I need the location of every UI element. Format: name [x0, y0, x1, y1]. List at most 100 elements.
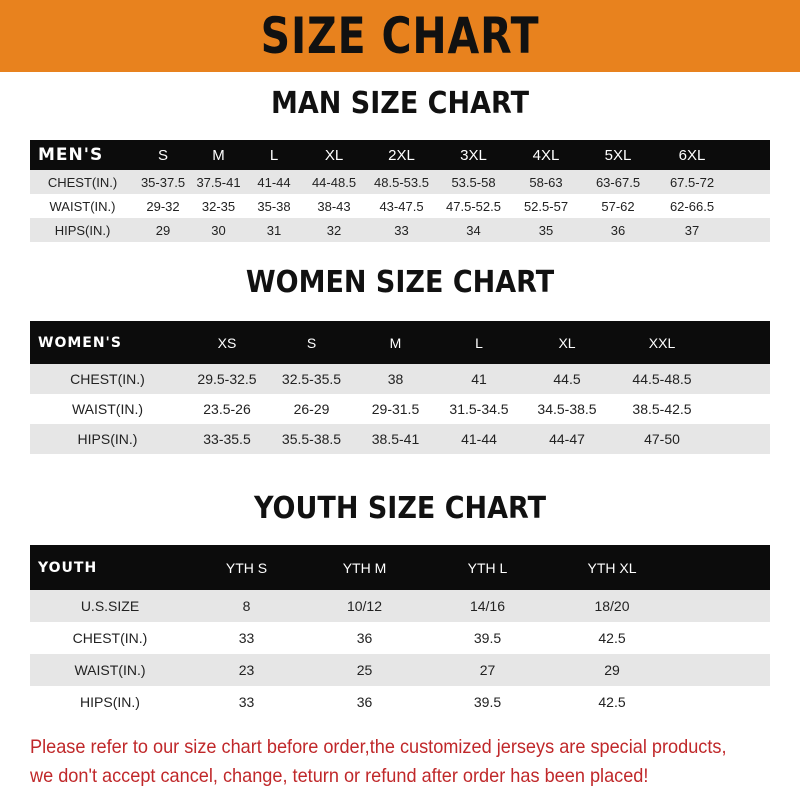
measurement-cell: 43-47.5 [366, 194, 437, 218]
measurement-cell: 48.5-53.5 [366, 170, 437, 194]
size-header: 5XL [582, 140, 654, 170]
size-header: YTH M [303, 545, 426, 590]
measurement-cell: 67.5-72 [654, 170, 730, 194]
measurement-cell: 37 [654, 218, 730, 242]
table-row: CHEST(IN.) 35-37.5 37.5-41 41-44 44-48.5 48.5… [30, 170, 770, 194]
measurement-cell: 32.5-35.5 [269, 364, 354, 394]
measurement-cell: 42.5 [549, 686, 675, 718]
empty-cell [711, 424, 770, 454]
measurement-cell: 32 [302, 218, 366, 242]
size-header: S [269, 321, 354, 364]
measurement-cell: 44.5 [521, 364, 613, 394]
measurement-cell: 35 [510, 218, 582, 242]
size-header: YTH S [190, 545, 303, 590]
measurement-cell: 36 [303, 686, 426, 718]
table-header-label: YOUTH [30, 545, 190, 590]
size-header: YTH L [426, 545, 549, 590]
measurement-cell: 34.5-38.5 [521, 394, 613, 424]
measurement-cell: 41-44 [246, 170, 302, 194]
men-size-table: MEN'S S M L XL 2XL 3XL 4XL 5XL 6XL CHEST(IN.) 35-37… [30, 140, 770, 242]
measurement-cell: 32-35 [191, 194, 246, 218]
measurement-cell: 44-47 [521, 424, 613, 454]
measurement-cell: 57-62 [582, 194, 654, 218]
table-row: HIPS(IN.) 29 30 31 32 33 34 35 36 37 [30, 218, 770, 242]
measurement-cell: 33 [190, 686, 303, 718]
measurement-cell: 33 [190, 622, 303, 654]
measurement-cell: 30 [191, 218, 246, 242]
measurement-cell: 33 [366, 218, 437, 242]
table-row: U.S.SIZE 8 10/12 14/16 18/20 [30, 590, 770, 622]
row-label: HIPS(IN.) [30, 424, 185, 454]
row-label: CHEST(IN.) [30, 622, 190, 654]
measurement-cell: 35-38 [246, 194, 302, 218]
row-label: CHEST(IN.) [30, 170, 135, 194]
row-label: HIPS(IN.) [30, 218, 135, 242]
empty-cell [730, 170, 770, 194]
measurement-cell: 14/16 [426, 590, 549, 622]
notice-line: Please refer to our size chart before or… [30, 736, 727, 758]
row-label: U.S.SIZE [30, 590, 190, 622]
header-row: YOUTH YTH S YTH M YTH L YTH XL [30, 545, 770, 590]
measurement-cell: 10/12 [303, 590, 426, 622]
size-header: 2XL [366, 140, 437, 170]
row-label: WAIST(IN.) [30, 654, 190, 686]
table-row: WAIST(IN.) 29-32 32-35 35-38 38-43 43-47.5 47.… [30, 194, 770, 218]
measurement-cell: 53.5-58 [437, 170, 510, 194]
empty-cell [711, 394, 770, 424]
measurement-cell: 36 [582, 218, 654, 242]
row-label: WAIST(IN.) [30, 394, 185, 424]
youth-size-table: YOUTH YTH S YTH M YTH L YTH XL U.S.SIZE 8 10/12… [30, 545, 770, 718]
measurement-cell: 31.5-34.5 [437, 394, 521, 424]
measurement-cell: 42.5 [549, 622, 675, 654]
empty-cell [730, 194, 770, 218]
measurement-cell: 29-32 [135, 194, 191, 218]
empty-cell [711, 321, 770, 364]
size-header: M [191, 140, 246, 170]
measurement-cell: 31 [246, 218, 302, 242]
measurement-cell: 36 [303, 622, 426, 654]
header-row: WOMEN'S XS S M L XL XXL [30, 321, 770, 364]
empty-cell [675, 622, 770, 654]
notice: Please refer to our size chart before or… [30, 733, 728, 791]
measurement-cell: 41-44 [437, 424, 521, 454]
measurement-cell: 38.5-42.5 [613, 394, 711, 424]
size-header: M [354, 321, 437, 364]
size-header: L [437, 321, 521, 364]
women-size-table: WOMEN'S XS S M L XL XXL CHEST(IN.) 29.5-32.5 32.5… [30, 321, 770, 454]
women-title: WOMEN SIZE CHART [245, 265, 555, 300]
empty-cell [675, 654, 770, 686]
row-label: HIPS(IN.) [30, 686, 190, 718]
measurement-cell: 29 [135, 218, 191, 242]
size-header: 6XL [654, 140, 730, 170]
header-row: MEN'S S M L XL 2XL 3XL 4XL 5XL 6XL [30, 140, 770, 170]
size-header: L [246, 140, 302, 170]
measurement-cell: 44.5-48.5 [613, 364, 711, 394]
banner: SIZE CHART [0, 0, 800, 72]
size-header: XL [302, 140, 366, 170]
measurement-cell: 58-63 [510, 170, 582, 194]
measurement-cell: 35-37.5 [135, 170, 191, 194]
measurement-cell: 39.5 [426, 622, 549, 654]
measurement-cell: 34 [437, 218, 510, 242]
empty-cell [730, 140, 770, 170]
size-header: XXL [613, 321, 711, 364]
table-row: WAIST(IN.) 23 25 27 29 [30, 654, 770, 686]
table-row: HIPS(IN.) 33 36 39.5 42.5 [30, 686, 770, 718]
measurement-cell: 29 [549, 654, 675, 686]
measurement-cell: 18/20 [549, 590, 675, 622]
measurement-cell: 38-43 [302, 194, 366, 218]
empty-cell [675, 686, 770, 718]
measurement-cell: 44-48.5 [302, 170, 366, 194]
measurement-cell: 29-31.5 [354, 394, 437, 424]
table-header-label: WOMEN'S [30, 321, 185, 364]
size-header: XL [521, 321, 613, 364]
table-row: CHEST(IN.) 33 36 39.5 42.5 [30, 622, 770, 654]
table-row: WAIST(IN.) 23.5-26 26-29 29-31.5 31.5-34.5 34… [30, 394, 770, 424]
banner-title: SIZE CHART [260, 7, 540, 65]
size-header: S [135, 140, 191, 170]
notice-line: we don't accept cancel, change, teturn o… [30, 765, 649, 787]
measurement-cell: 37.5-41 [191, 170, 246, 194]
measurement-cell: 33-35.5 [185, 424, 269, 454]
measurement-cell: 47-50 [613, 424, 711, 454]
table-header-label: MEN'S [30, 140, 135, 170]
